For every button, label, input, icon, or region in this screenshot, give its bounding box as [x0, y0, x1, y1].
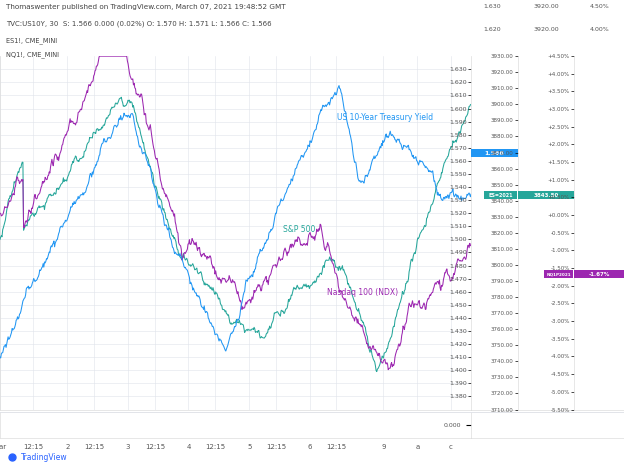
- Text: 12:15: 12:15: [205, 444, 225, 450]
- Text: TradingView: TradingView: [21, 453, 68, 462]
- FancyBboxPatch shape: [574, 271, 624, 278]
- FancyBboxPatch shape: [484, 191, 517, 199]
- Text: ES=2021: ES=2021: [488, 193, 513, 197]
- Text: 1.566: 1.566: [485, 151, 504, 155]
- Text: a: a: [416, 444, 419, 450]
- Text: Mar: Mar: [0, 444, 7, 450]
- FancyBboxPatch shape: [471, 149, 518, 157]
- Text: 3843.50: 3843.50: [534, 193, 558, 197]
- Text: 12:15: 12:15: [84, 444, 104, 450]
- Text: ES1!, CME_MINI: ES1!, CME_MINI: [6, 37, 57, 44]
- Text: Thomaswenter published on TradingView.com, March 07, 2021 19:48:52 GMT: Thomaswenter published on TradingView.co…: [6, 4, 286, 10]
- Text: 4.50%: 4.50%: [590, 4, 610, 9]
- Text: TVC:US10Y, 30  S: 1.566 0.000 (0.02%) O: 1.570 H: 1.571 L: 1.566 C: 1.566: TVC:US10Y, 30 S: 1.566 0.000 (0.02%) O: …: [6, 21, 272, 27]
- FancyBboxPatch shape: [518, 191, 574, 199]
- Text: 5: 5: [247, 444, 251, 450]
- Text: 9: 9: [381, 444, 386, 450]
- Text: 6: 6: [307, 444, 312, 450]
- Text: c: c: [449, 444, 453, 450]
- Text: NQ1P2021: NQ1P2021: [546, 272, 571, 276]
- Text: 4.00%: 4.00%: [590, 27, 610, 32]
- Text: S&P 500: S&P 500: [283, 225, 315, 234]
- Text: 2: 2: [65, 444, 69, 450]
- Text: 12:15: 12:15: [326, 444, 346, 450]
- Text: 3920.00: 3920.00: [534, 27, 559, 32]
- Text: 12:15: 12:15: [145, 444, 165, 450]
- Text: US 10-Year Treasury Yield: US 10-Year Treasury Yield: [337, 114, 433, 123]
- Text: 1.620: 1.620: [484, 27, 501, 32]
- Text: 12:15: 12:15: [266, 444, 286, 450]
- Text: 3: 3: [125, 444, 130, 450]
- Text: 1.630: 1.630: [484, 4, 501, 9]
- Text: 12:15: 12:15: [23, 444, 44, 450]
- Text: -1.67%: -1.67%: [588, 271, 610, 277]
- Text: NQ1!, CME_MINI: NQ1!, CME_MINI: [6, 51, 59, 58]
- Text: 4: 4: [186, 444, 191, 450]
- Text: 3920.00: 3920.00: [534, 4, 559, 9]
- FancyBboxPatch shape: [544, 271, 573, 278]
- Text: Nasdaq 100 (NDX): Nasdaq 100 (NDX): [328, 288, 399, 297]
